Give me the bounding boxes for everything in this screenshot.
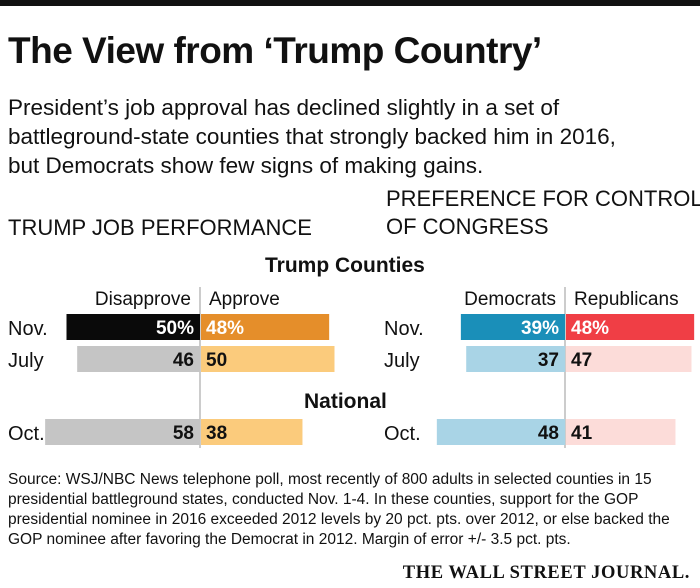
headline: The View from ‘Trump Country’ [8,30,542,71]
congress-bar-democrats [460,314,565,340]
congress-value-label: 37 [538,350,559,371]
congress-bar-republicans [566,419,676,445]
bar-charts: Disapprove Approve 50% 48% Nov. 46 50 July 58 38 O… [8,287,695,448]
job-value-label: 50 [206,350,227,371]
job-value-label: 58 [173,423,194,444]
congress-bar-democrats [436,419,565,445]
group-label-national: National [304,390,387,413]
subtitle: President’s job approval has declined sl… [8,93,698,180]
source-note: Source: WSJ/NBC News telephone poll, mos… [8,470,698,550]
job-value-label: 46 [173,350,194,371]
congress-legend-republicans: Republicans [574,289,679,310]
job-bar-disapprove [45,419,200,445]
job-legend-approve: Approve [209,289,280,310]
job-row-label: Oct. [8,423,45,445]
congress-legend-democrats: Democrats [464,289,556,310]
wsj-logo: THE WALL STREET JOURNAL. [402,563,690,583]
congress-bar-republicans [566,346,692,372]
subtitle-line: President’s job approval has declined sl… [8,95,560,120]
job-bar-approve [201,419,303,445]
job-row-label: Nov. [8,318,48,340]
right-section-title: PREFERENCE FOR CONTROL OF CONGRESS [386,185,700,241]
left-section-title: TRUMP JOB PERFORMANCE [8,215,312,240]
job-bar-approve [201,314,330,340]
job-value-label: 50% [156,318,194,339]
congress-row-label: Nov. [384,318,424,340]
congress-value-label: 48 [538,423,559,444]
congress-value-label: 48% [571,318,609,339]
job-bar-approve [201,346,335,372]
congress-value-label: 47 [571,350,592,371]
source-note-line: GOP nominee after favoring the Democrat … [8,531,571,548]
congress-bar-democrats [466,346,565,372]
subtitle-line: but Democrats show few signs of making g… [8,153,484,178]
right-section-title-line: PREFERENCE FOR CONTROL [386,186,700,211]
congress-value-label: 41 [571,423,593,444]
congress-bar-republicans [566,314,695,340]
top-rule [0,0,700,6]
subtitle-line: battleground-state counties that strongl… [8,124,616,149]
job-row-label: July [8,350,44,372]
job-value-label: 38 [206,423,227,444]
congress-row-label: July [384,350,420,372]
source-note-line: Source: WSJ/NBC News telephone poll, mos… [8,471,652,488]
congress-row-label: Oct. [384,423,421,445]
job-legend-disapprove: Disapprove [95,289,191,310]
group-label-trump-counties: Trump Counties [265,254,425,277]
job-bar-disapprove [66,314,200,340]
source-note-line: presidential battleground states, conduc… [8,491,639,508]
right-section-title-line: OF CONGRESS [386,214,549,239]
congress-value-label: 39% [521,318,559,339]
job-value-label: 48% [206,318,244,339]
source-note-line: presidential nominee in 2016 exceeded 20… [8,511,670,528]
job-bar-disapprove [77,346,200,372]
